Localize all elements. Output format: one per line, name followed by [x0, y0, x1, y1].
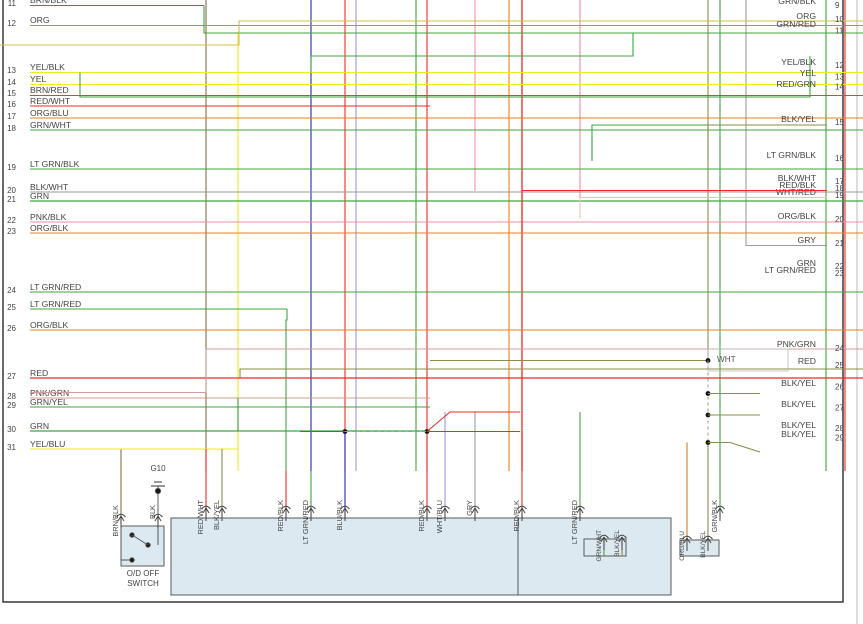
- svg-text:BRN/RED: BRN/RED: [30, 85, 69, 95]
- svg-text:21: 21: [7, 195, 16, 204]
- svg-text:YEL/BLU: YEL/BLU: [30, 439, 65, 449]
- svg-text:BLK/YEL: BLK/YEL: [700, 531, 707, 558]
- svg-text:10: 10: [835, 15, 844, 24]
- svg-text:O/D OFF: O/D OFF: [127, 569, 160, 578]
- svg-text:GRN/WHT: GRN/WHT: [596, 530, 603, 562]
- svg-text:RED/BLK: RED/BLK: [512, 500, 521, 532]
- svg-text:31: 31: [7, 443, 16, 452]
- svg-text:16: 16: [835, 154, 844, 163]
- svg-text:BLK/YEL: BLK/YEL: [781, 378, 816, 388]
- svg-text:26: 26: [7, 324, 16, 333]
- svg-text:14: 14: [835, 83, 844, 92]
- svg-text:BRN/BLK: BRN/BLK: [30, 0, 67, 5]
- svg-text:13: 13: [7, 66, 16, 75]
- svg-text:19: 19: [835, 191, 844, 200]
- svg-text:15: 15: [835, 118, 844, 127]
- svg-text:RED/WHT: RED/WHT: [30, 96, 71, 106]
- svg-text:LT GRN/RED: LT GRN/RED: [30, 282, 81, 292]
- svg-text:29: 29: [835, 434, 844, 443]
- svg-text:24: 24: [7, 286, 16, 295]
- svg-text:YEL/BLK: YEL/BLK: [30, 62, 65, 72]
- svg-text:LT GRN/BLK: LT GRN/BLK: [767, 150, 817, 160]
- svg-text:BLK/YEL: BLK/YEL: [614, 530, 621, 557]
- svg-text:ORG/BLU: ORG/BLU: [679, 531, 686, 561]
- svg-text:25: 25: [7, 303, 16, 312]
- svg-text:27: 27: [7, 372, 16, 381]
- svg-text:28: 28: [7, 392, 16, 401]
- svg-text:GRN/WHT: GRN/WHT: [30, 120, 72, 130]
- svg-text:GRN/BLK: GRN/BLK: [710, 500, 719, 533]
- svg-text:YEL: YEL: [30, 74, 46, 84]
- svg-text:BRN/BLK: BRN/BLK: [111, 505, 120, 537]
- svg-text:LT GRN/BLK: LT GRN/BLK: [30, 159, 80, 169]
- svg-text:16: 16: [7, 100, 16, 109]
- svg-text:15: 15: [7, 89, 16, 98]
- svg-text:20: 20: [835, 215, 844, 224]
- svg-text:BLK/YEL: BLK/YEL: [781, 114, 816, 124]
- svg-text:LT GRN/RED: LT GRN/RED: [30, 299, 81, 309]
- svg-text:YEL/BLK: YEL/BLK: [781, 57, 816, 67]
- svg-text:11: 11: [8, 0, 17, 8]
- svg-text:BLK/YEL: BLK/YEL: [212, 500, 221, 530]
- svg-text:RED/GRN: RED/GRN: [776, 79, 816, 89]
- svg-text:26: 26: [835, 383, 844, 392]
- svg-text:GRN/YEL: GRN/YEL: [30, 397, 68, 407]
- svg-text:RED/WHT: RED/WHT: [196, 500, 205, 535]
- svg-text:12: 12: [835, 61, 844, 70]
- svg-text:11: 11: [835, 27, 844, 36]
- svg-text:BLK/YEL: BLK/YEL: [781, 429, 816, 439]
- svg-text:LT GRN/RED: LT GRN/RED: [765, 265, 816, 275]
- svg-text:17: 17: [7, 112, 16, 121]
- svg-text:ORG/BLK: ORG/BLK: [778, 211, 816, 221]
- svg-text:RED/BLK: RED/BLK: [417, 500, 426, 532]
- svg-text:14: 14: [7, 78, 16, 87]
- svg-text:28: 28: [835, 424, 844, 433]
- svg-text:SWITCH: SWITCH: [127, 579, 159, 588]
- svg-text:13: 13: [835, 73, 844, 82]
- svg-text:23: 23: [7, 227, 16, 236]
- svg-text:25: 25: [835, 361, 844, 370]
- svg-text:27: 27: [835, 404, 844, 413]
- svg-text:G10: G10: [150, 464, 166, 473]
- svg-text:24: 24: [835, 344, 844, 353]
- svg-text:ORG/BLU: ORG/BLU: [30, 108, 69, 118]
- svg-text:PNK/GRN: PNK/GRN: [777, 339, 816, 349]
- svg-text:GRN: GRN: [30, 421, 49, 431]
- svg-text:RED: RED: [798, 356, 816, 366]
- svg-text:RED: RED: [30, 368, 48, 378]
- svg-text:GRY: GRY: [465, 500, 474, 516]
- svg-text:BLU/BLK: BLU/BLK: [335, 500, 344, 530]
- svg-text:18: 18: [7, 124, 16, 133]
- svg-text:ORG: ORG: [30, 15, 50, 25]
- svg-text:ORG/BLK: ORG/BLK: [30, 223, 68, 233]
- svg-text:BLK: BLK: [148, 505, 157, 519]
- svg-text:LT GRN/RED: LT GRN/RED: [301, 500, 310, 544]
- svg-text:19: 19: [7, 163, 16, 172]
- svg-text:RED/BLK: RED/BLK: [276, 500, 285, 532]
- svg-text:PNK/BLK: PNK/BLK: [30, 212, 67, 222]
- svg-text:23: 23: [835, 269, 844, 278]
- svg-text:GRN/BLK: GRN/BLK: [778, 0, 816, 6]
- svg-text:ORG/BLK: ORG/BLK: [30, 320, 68, 330]
- svg-text:BLK/YEL: BLK/YEL: [781, 399, 816, 409]
- svg-text:12: 12: [7, 19, 16, 28]
- svg-text:20: 20: [7, 186, 16, 195]
- svg-text:9: 9: [835, 1, 840, 10]
- svg-text:WHT/BLU: WHT/BLU: [435, 500, 444, 533]
- svg-text:30: 30: [7, 425, 16, 434]
- svg-text:22: 22: [7, 216, 16, 225]
- svg-text:21: 21: [835, 239, 844, 248]
- svg-text:29: 29: [7, 401, 16, 410]
- svg-text:GRN: GRN: [30, 191, 49, 201]
- svg-text:LT GRN/RED: LT GRN/RED: [570, 500, 579, 544]
- svg-text:YEL: YEL: [800, 68, 816, 78]
- svg-text:GRY: GRY: [798, 235, 817, 245]
- svg-text:WHT: WHT: [717, 355, 736, 364]
- svg-text:WHT/RED: WHT/RED: [776, 187, 816, 197]
- svg-text:GRN/RED: GRN/RED: [776, 19, 816, 29]
